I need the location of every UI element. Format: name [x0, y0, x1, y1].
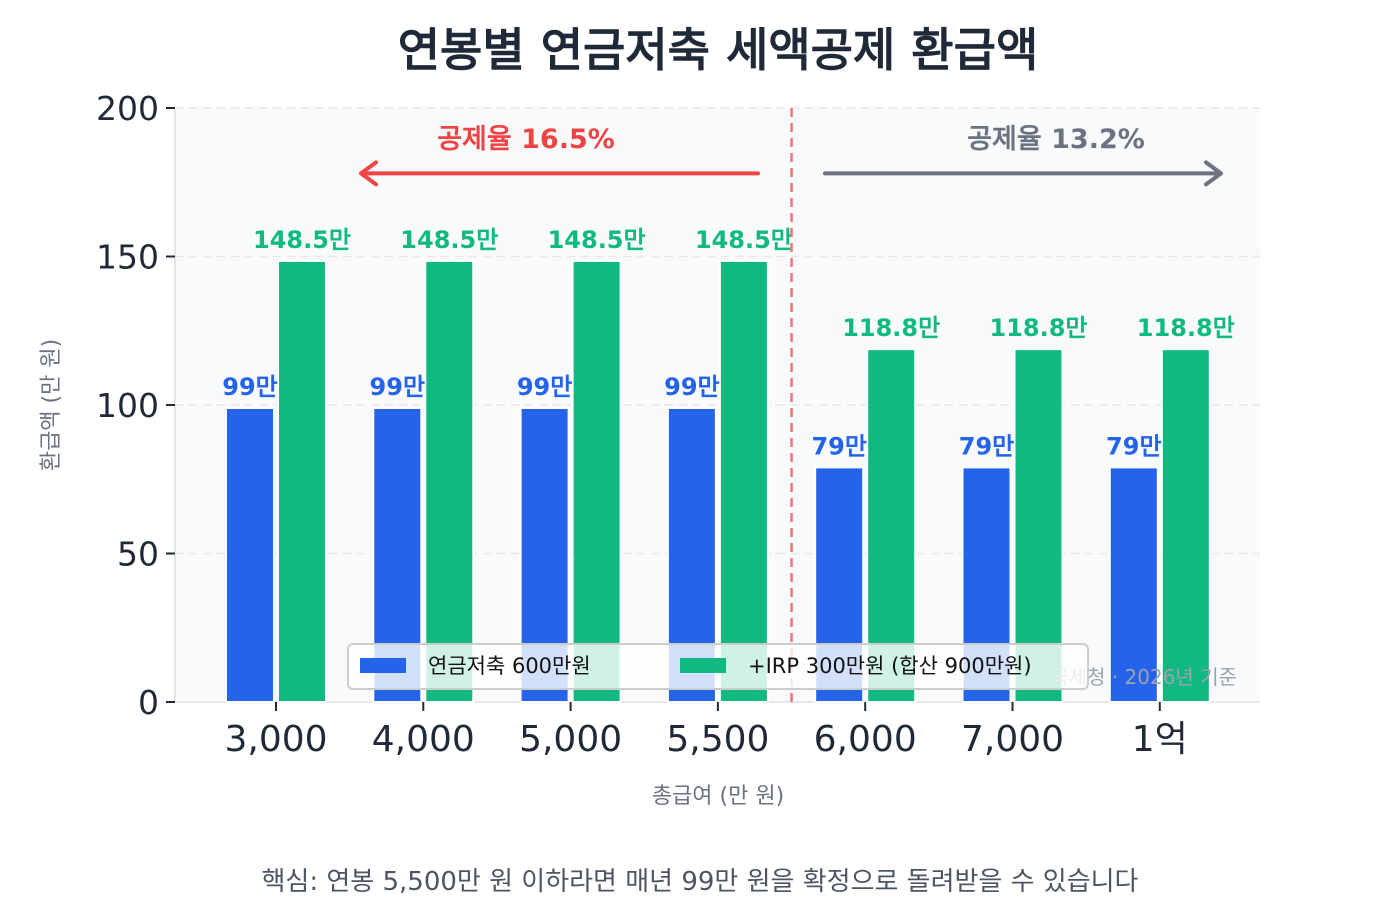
y-axis-label: 환급액 (만 원)	[39, 339, 64, 471]
y-tick-label: 200	[96, 89, 159, 128]
bar-savings	[1108, 466, 1159, 703]
data-label-savings: 99만	[370, 373, 425, 401]
legend-label-savings: 연금저축 600만원	[428, 654, 591, 678]
y-tick-label: 0	[138, 683, 159, 722]
data-label-savings: 99만	[222, 373, 277, 401]
x-tick-label: 5,000	[519, 719, 622, 760]
right-rate-annotation: 공제율 13.2%	[967, 124, 1145, 155]
data-label-irp: 118.8만	[990, 314, 1088, 342]
legend: 연금저축 600만원 +IRP 300만원 (합산 900만원)	[347, 643, 1089, 690]
bar-savings	[225, 406, 275, 703]
bar-irp	[424, 259, 475, 703]
plot-background	[175, 108, 1260, 702]
x-tick-label: 1억	[1132, 719, 1188, 760]
y-tick-label: 50	[117, 535, 159, 574]
chart-title: 연봉별 연금저축 세액공제 환급액	[398, 23, 1039, 77]
bar-irp	[718, 259, 769, 703]
data-label-savings: 99만	[664, 373, 719, 401]
bar-irp	[1160, 348, 1211, 703]
legend-swatch-irp	[680, 658, 726, 673]
data-label-savings: 79만	[1106, 432, 1161, 460]
data-label-savings: 79만	[811, 432, 866, 460]
data-label-irp: 118.8만	[1137, 314, 1235, 342]
y-tick-label: 150	[96, 238, 159, 277]
data-label-irp: 148.5만	[253, 226, 351, 254]
footer-note: 핵심: 연봉 5,500만 원 이하라면 매년 99만 원을 확정으로 돌려받을…	[262, 867, 1139, 897]
data-label-savings: 79만	[959, 432, 1014, 460]
data-label-irp: 148.5만	[400, 226, 498, 254]
x-tick-label: 6,000	[814, 719, 917, 760]
data-label-irp: 148.5만	[548, 226, 646, 254]
bar-irp	[277, 259, 327, 703]
x-axis-label: 총급여 (만 원)	[652, 784, 784, 809]
legend-label-irp: +IRP 300만원 (합산 900만원)	[748, 654, 1032, 678]
y-tick-label: 100	[96, 386, 159, 425]
legend-swatch-savings	[360, 658, 406, 673]
x-tick-label: 7,000	[961, 719, 1064, 760]
data-label-irp: 148.5만	[695, 226, 793, 254]
right-arrow-head	[1204, 160, 1223, 187]
x-tick-label: 4,000	[372, 719, 475, 760]
x-tick-label: 5,500	[666, 719, 769, 760]
data-label-savings: 99만	[517, 373, 572, 401]
left-rate-annotation: 공제율 16.5%	[437, 124, 615, 155]
data-label-irp: 118.8만	[842, 314, 940, 342]
left-arrow-head	[359, 160, 378, 187]
bar-irp	[571, 259, 622, 703]
x-tick-label: 3,000	[224, 719, 327, 760]
